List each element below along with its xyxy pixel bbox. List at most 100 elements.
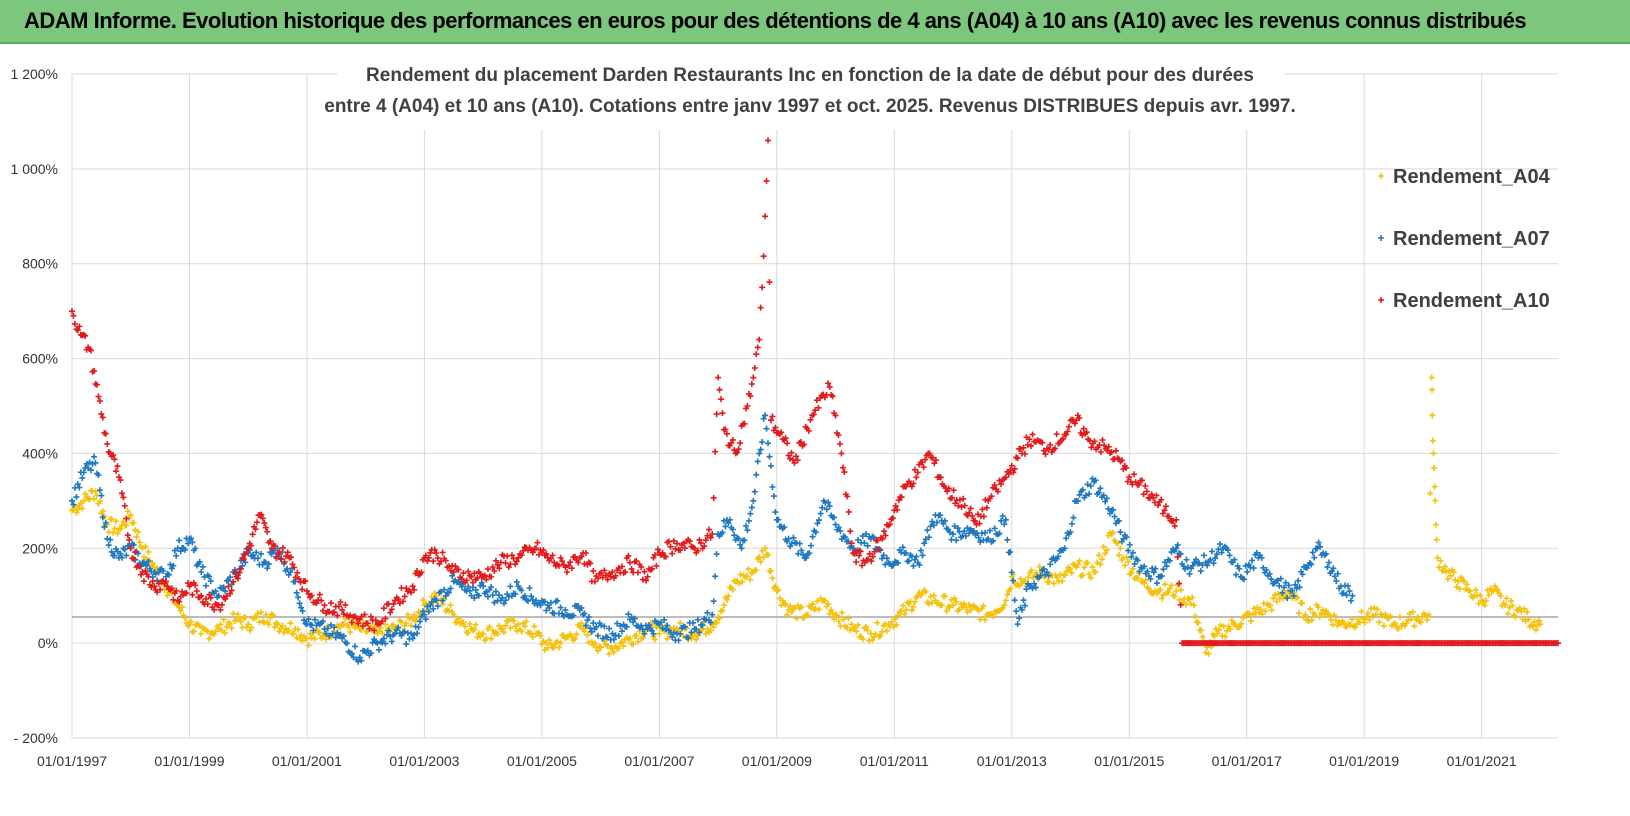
data-point [170, 562, 177, 569]
data-point [305, 616, 312, 623]
data-point [829, 393, 836, 400]
data-point [368, 650, 375, 657]
data-point [481, 572, 488, 579]
data-point [132, 549, 139, 556]
data-point [104, 535, 111, 542]
data-point [1110, 506, 1117, 513]
data-point [651, 551, 658, 558]
data-point [140, 578, 147, 585]
data-point [922, 456, 929, 463]
data-point [447, 602, 454, 609]
data-point [615, 565, 622, 572]
data-point [942, 517, 949, 524]
data-point [1494, 587, 1501, 594]
data-point [677, 630, 684, 637]
data-point [1080, 425, 1087, 432]
data-point [1029, 431, 1036, 438]
data-point [1537, 621, 1544, 628]
data-point [505, 616, 512, 623]
data-point [1197, 568, 1204, 575]
data-point [529, 549, 536, 556]
data-point [123, 522, 130, 529]
data-point [571, 553, 578, 560]
data-point [1209, 548, 1215, 555]
data-point [750, 374, 757, 381]
data-point [1040, 447, 1047, 454]
data-point [1347, 622, 1354, 629]
data-point [869, 553, 876, 560]
data-point [756, 450, 763, 457]
data-point [1371, 604, 1378, 611]
data-point [594, 632, 601, 639]
data-point [1063, 535, 1070, 542]
data-point [198, 592, 205, 599]
data-point [471, 626, 478, 633]
data-point [1152, 565, 1159, 572]
data-point [124, 508, 131, 515]
data-point [790, 534, 797, 541]
x-tick-label: 01/01/2009 [742, 753, 812, 769]
data-point [1508, 598, 1515, 605]
legend: Rendement_A04 Rendement_A07 Rendement_A10 [1378, 166, 1551, 312]
data-point [770, 493, 777, 500]
data-point [1316, 613, 1323, 620]
data-point [1325, 559, 1332, 566]
data-point [555, 562, 562, 569]
data-point [323, 630, 330, 637]
data-point [91, 367, 98, 374]
data-point [496, 622, 503, 629]
data-point [1349, 592, 1356, 599]
data-point [319, 618, 326, 625]
data-point [130, 555, 137, 562]
data-point [1076, 557, 1083, 564]
data-point [1253, 549, 1260, 556]
data-point [913, 474, 920, 481]
data-point [943, 608, 950, 615]
data-point [763, 425, 770, 432]
data-point [242, 559, 249, 566]
data-point [1192, 613, 1199, 620]
data-point [1273, 598, 1280, 605]
data-point [222, 588, 229, 595]
data-point [254, 519, 261, 526]
data-point [466, 620, 473, 627]
data-point [892, 502, 899, 509]
x-tick-label: 01/01/1997 [37, 753, 107, 769]
data-point [748, 380, 755, 387]
data-point [1250, 565, 1257, 572]
data-point [543, 550, 550, 557]
data-point [670, 537, 677, 544]
data-point [1436, 564, 1443, 571]
data-point [1295, 577, 1302, 584]
data-point [285, 627, 292, 634]
data-point [227, 574, 234, 581]
data-point [840, 616, 847, 623]
data-point [696, 629, 703, 636]
data-point [483, 588, 490, 595]
data-point [327, 600, 334, 607]
data-point [1113, 447, 1120, 454]
data-point [1171, 522, 1178, 529]
data-point [983, 504, 990, 511]
data-point [626, 635, 633, 642]
data-point [1081, 564, 1088, 571]
data-point [715, 374, 722, 381]
data-point [254, 555, 261, 562]
data-point [348, 650, 355, 657]
data-point [515, 621, 522, 628]
data-point [1162, 503, 1169, 510]
data-point [831, 514, 838, 521]
data-point [1027, 442, 1034, 449]
data-point [787, 455, 794, 462]
data-point [1259, 611, 1266, 618]
data-point [753, 351, 760, 358]
data-point [91, 453, 98, 460]
data-point [1431, 483, 1438, 490]
data-point [960, 495, 967, 502]
data-point [1014, 455, 1021, 462]
x-tick-label: 01/01/2019 [1329, 753, 1399, 769]
data-point [871, 548, 878, 555]
data-point [99, 508, 106, 515]
data-point [523, 618, 530, 625]
data-point [735, 535, 742, 542]
